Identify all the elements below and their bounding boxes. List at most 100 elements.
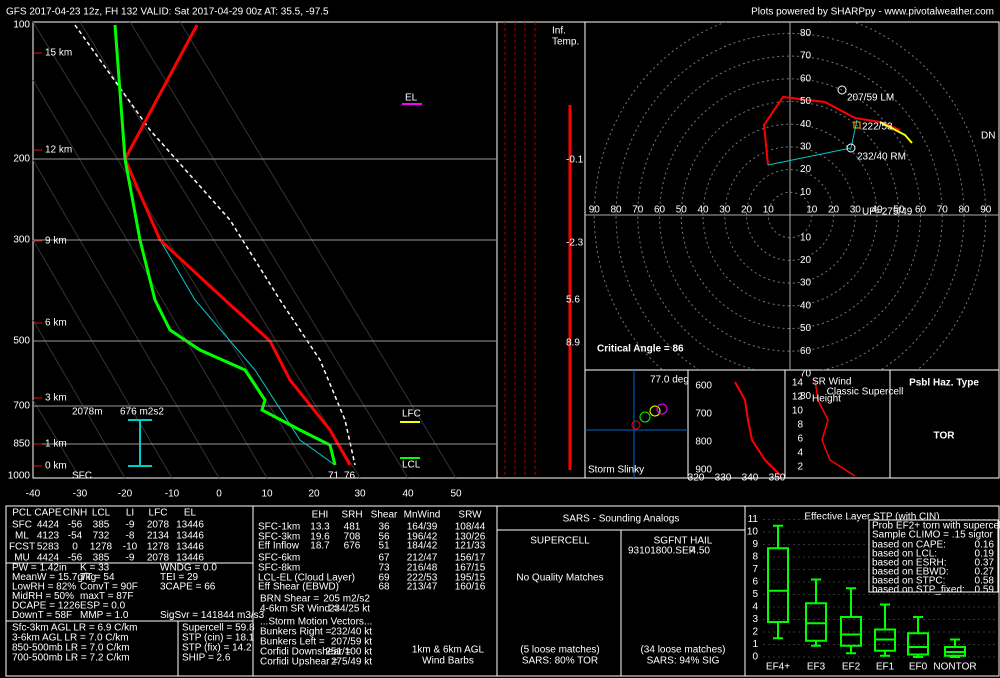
theta-e-label: 330 (715, 473, 732, 484)
sr-height: 2 (797, 462, 803, 473)
parcel-header: LI (126, 508, 134, 519)
index: TEI = 29 (160, 572, 199, 583)
theta-e-pressure: 700 (695, 409, 712, 420)
hodo-ring-label: 50 (676, 205, 688, 216)
sfc-label: SFC (72, 471, 92, 482)
barbs-note: 1km & 6km AGL (412, 645, 485, 656)
parcel-cell: MU (14, 553, 30, 564)
parcel-cell: -56 (68, 520, 83, 531)
motion-title: ...Storm Motion Vectors... (260, 617, 372, 628)
stp-category: EF3 (807, 662, 826, 673)
header-credit: Plots powered by SHARPpy - www.pivotalwe… (751, 7, 994, 18)
hodo-ring-label: 30 (719, 205, 731, 216)
parcel-header: CAPE (34, 508, 62, 519)
temp-label: 30 (354, 489, 366, 500)
lcl-label: LCL (402, 460, 421, 471)
index: PW = 1.42in (12, 563, 67, 574)
prob-value: 0.58 (975, 576, 995, 587)
parcel-cell: 385 (93, 553, 110, 564)
sars-loose: (5 loose matches) (520, 645, 599, 656)
inf-temp-value: -0.1 (566, 155, 584, 166)
el-label: EL (405, 93, 418, 104)
hodo-ring-label: 70 (937, 205, 949, 216)
kin-extra-value: 234/25 kt (329, 604, 370, 615)
kin-label: Eff Shear (EBWD) (258, 582, 339, 593)
pressure-label: 300 (13, 235, 30, 246)
eff-inflow-top-label: 2078m (72, 407, 103, 418)
hodo-ring-label: 60 (915, 205, 927, 216)
inferred-temp-frame (496, 21, 586, 479)
parcel-cell: 385 (93, 520, 110, 531)
kin-cell: 676 (344, 541, 361, 552)
kin-label: SFC-8km (258, 563, 300, 574)
lapse-rate: 700-500mb LR = 7.2 C/km (12, 653, 130, 664)
sfc-dewpoint: 71 (328, 471, 340, 482)
index: TT = 54 (80, 572, 115, 583)
kin-cell: 213/47 (407, 582, 438, 593)
sars-matches: No Quality Matches (516, 573, 603, 584)
lfc-label: LFC (402, 409, 421, 420)
kin-label: SFC-1km (258, 522, 300, 533)
theta-e-pressure: 900 (695, 465, 712, 476)
barbs-note: Wind Barbs (422, 656, 474, 667)
stp-ytick: 5 (752, 589, 758, 600)
prob-label: based on CAPE: (872, 540, 946, 551)
upshear-label: UP=275/49 (862, 207, 913, 218)
prob-value: 0.19 (975, 549, 995, 560)
stp-category: EF4+ (766, 662, 790, 673)
prob-value: 0.59 (975, 585, 995, 596)
stp-ytick: 7 (752, 564, 758, 575)
kin-cell: 481 (344, 522, 361, 533)
box (805, 602, 827, 642)
stp-ytick: 8 (752, 552, 758, 563)
stp-ytick: 11 (748, 514, 759, 525)
hodo-storm-vector (767, 119, 858, 166)
parcel-header: EL (184, 508, 197, 519)
kin-header: SRH (341, 510, 362, 521)
height-label: 1 km (45, 439, 67, 450)
kin-cell: 73 (378, 563, 390, 574)
temp-label: 10 (261, 489, 273, 500)
hodo-ring-label: 40 (800, 300, 812, 311)
hodo-ring-label: 80 (800, 28, 812, 39)
inf-temp-title: Temp. (552, 37, 579, 48)
temp-label: 50 (450, 489, 462, 500)
index: MeanW = 15.7g/kg (12, 572, 96, 583)
mean-wind (853, 121, 861, 129)
hodo-ring-label: 10 (800, 232, 812, 243)
parcel-cell: -56 (68, 553, 83, 564)
parcel-cell: 2078 (147, 553, 170, 564)
header-title: GFS 2017-04-23 12z, FH 132 VALID: Sat 20… (6, 7, 329, 18)
parcel-trace (74, 24, 356, 466)
motion-label: Corfidi Downshear = (260, 647, 351, 658)
parcel-header: PCL (12, 508, 32, 519)
kin-extra-label: 4-6km SR Wind = (260, 604, 339, 615)
temp-label: 40 (402, 489, 414, 500)
prob-label: based on STP_fixed: (872, 585, 965, 596)
prob-box (868, 519, 999, 593)
hazard-title: Psbl Haz. Type (909, 378, 979, 389)
lapse-rate: 850-500mb LR = 7.0 C/km (12, 643, 130, 654)
parcel-cell: 2078 (147, 520, 170, 531)
stp-ytick: 10 (747, 527, 759, 538)
parcel-header: LCL (92, 508, 111, 519)
hodo-ring-label: 90 (589, 205, 601, 216)
prob-label: based on EBWD: (872, 567, 949, 578)
hazard-frame (889, 369, 1000, 479)
motion-value: 251/100 kt (325, 647, 372, 658)
sars-hail-size: 4.50 (691, 546, 711, 557)
parcel-cell: -9 (126, 520, 135, 531)
parcel-cell: 5283 (37, 542, 60, 553)
kin-extra-value: 205 m2/s2 (323, 594, 370, 605)
kin-cell: 222/53 (407, 573, 438, 584)
stp-category: NONTOR (933, 662, 976, 673)
height-label: 6 km (45, 318, 67, 329)
stp-ytick: 2 (752, 627, 758, 638)
kin-cell: 196/42 (407, 532, 438, 543)
hazard-type: TOR (934, 431, 956, 442)
theta-e-pressure: 600 (695, 381, 712, 392)
kin-cell: 167/15 (455, 563, 486, 574)
stp-category: EF2 (842, 662, 861, 673)
parcel-header: LFC (149, 508, 168, 519)
pressure-label: 1000 (8, 471, 31, 482)
